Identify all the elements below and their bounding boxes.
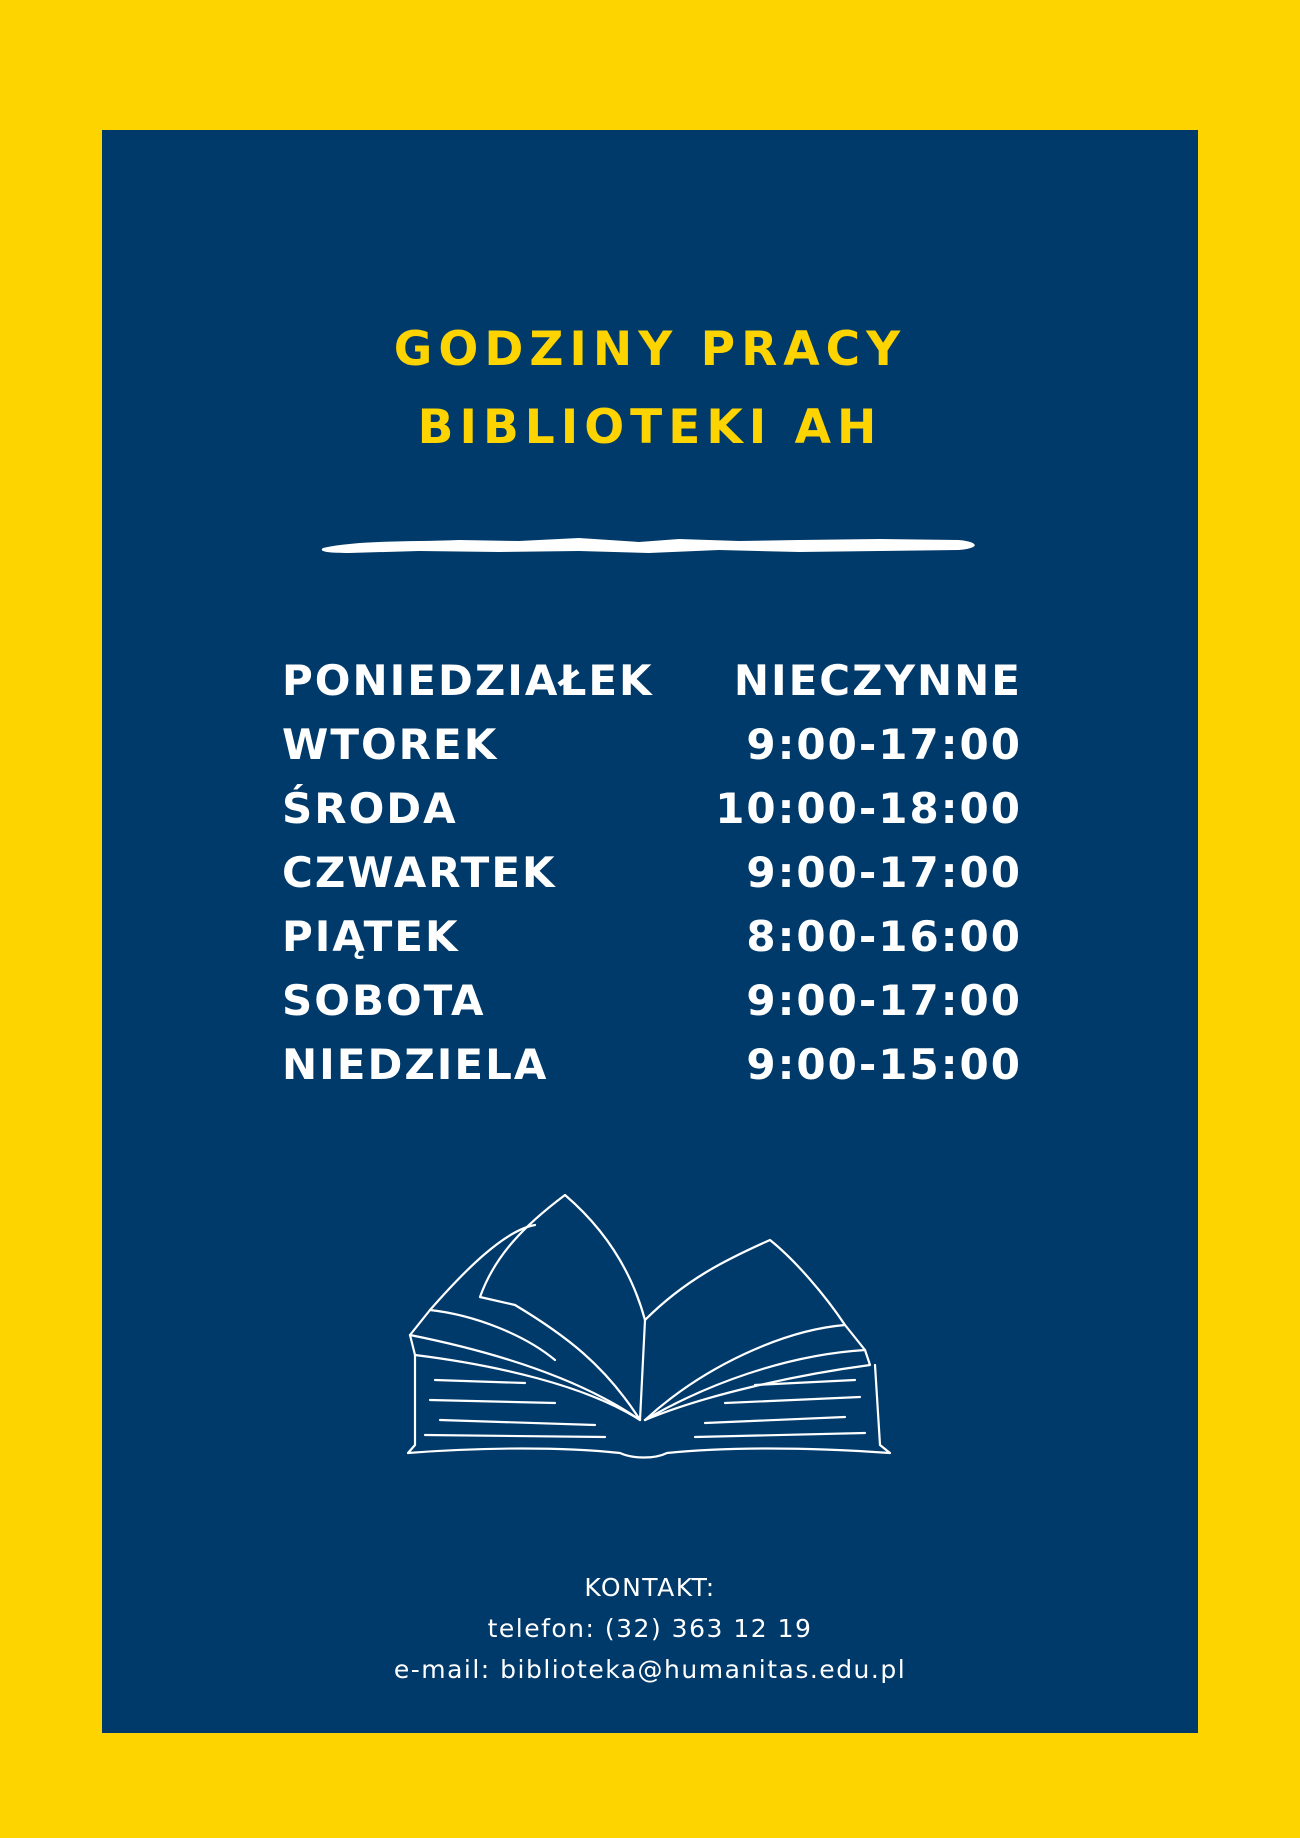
- poster-panel: [102, 130, 1198, 1733]
- day-label: PONIEDZIAŁEK: [282, 656, 654, 705]
- day-label: PIĄTEK: [282, 912, 460, 961]
- day-label: ŚRODA: [282, 784, 458, 833]
- day-label: SOBOTA: [282, 976, 486, 1025]
- hours-value: NIECZYNNE: [733, 656, 1022, 705]
- hours-value: 10:00-18:00: [715, 784, 1022, 833]
- hours-value: 9:00-17:00: [746, 720, 1022, 769]
- schedule-row: CZWARTEK 9:00-17:00: [282, 848, 1022, 908]
- title-line-2: BIBLIOTEKI AH: [417, 400, 883, 455]
- contact-phone: telefon: (32) 363 12 19: [487, 1614, 813, 1643]
- hours-value: 9:00-15:00: [746, 1040, 1022, 1089]
- schedule-row: ŚRODA 10:00-18:00: [282, 784, 1022, 844]
- hours-value: 9:00-17:00: [746, 848, 1022, 897]
- day-label: WTOREK: [282, 720, 499, 769]
- schedule-row: NIEDZIELA 9:00-15:00: [282, 1040, 1022, 1100]
- schedule-row: SOBOTA 9:00-17:00: [282, 976, 1022, 1036]
- hours-value: 9:00-17:00: [746, 976, 1022, 1025]
- contact-heading: KONTAKT:: [584, 1573, 716, 1602]
- schedule-row: PIĄTEK 8:00-16:00: [282, 912, 1022, 972]
- hours-value: 8:00-16:00: [746, 912, 1022, 961]
- brush-stroke-divider: [321, 538, 975, 553]
- title-line-1: GODZINY PRACY: [393, 322, 907, 377]
- day-label: NIEDZIELA: [282, 1040, 549, 1089]
- day-label: CZWARTEK: [282, 848, 557, 897]
- schedule-row: PONIEDZIAŁEK NIECZYNNE: [282, 656, 1022, 716]
- contact-email[interactable]: e-mail: biblioteka@humanitas.edu.pl: [393, 1655, 907, 1684]
- schedule-row: WTOREK 9:00-17:00: [282, 720, 1022, 780]
- open-book-icon: [406, 1193, 892, 1459]
